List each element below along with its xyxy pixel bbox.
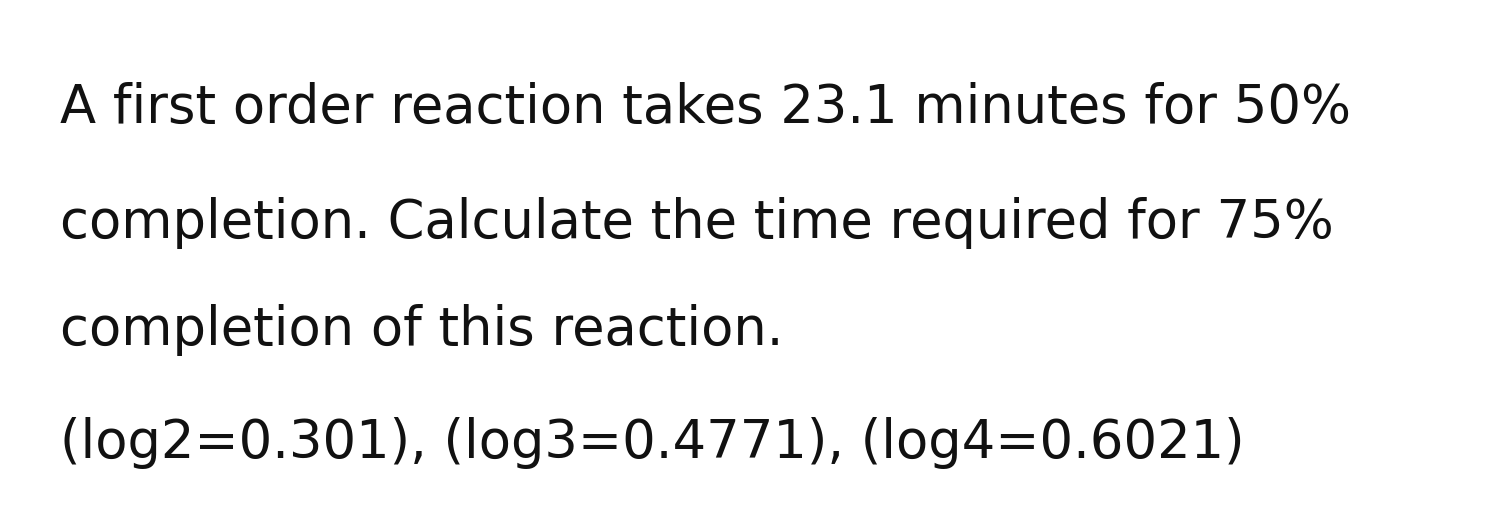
Text: A first order reaction takes 23.1 minutes for 50%: A first order reaction takes 23.1 minute… [60, 81, 1352, 134]
Text: (log2=0.301), (log3=0.4771), (log4=0.6021): (log2=0.301), (log3=0.4771), (log4=0.602… [60, 417, 1245, 469]
Text: completion of this reaction.: completion of this reaction. [60, 304, 783, 356]
Text: completion. Calculate the time required for 75%: completion. Calculate the time required … [60, 197, 1334, 249]
